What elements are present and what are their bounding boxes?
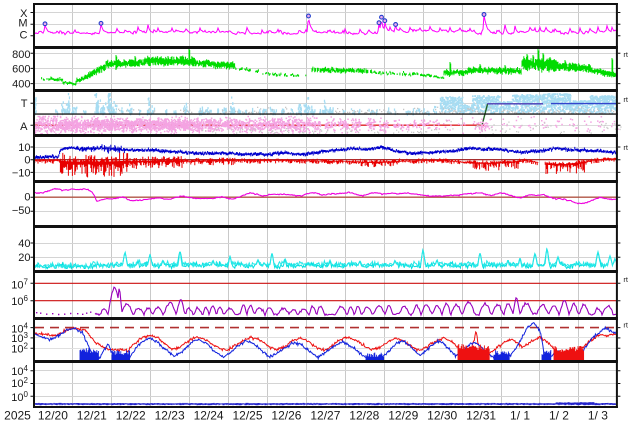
svg-text:1/ 2: 1/ 2 xyxy=(549,409,569,423)
svg-text:rt: rt xyxy=(623,143,628,152)
svg-text:12/30: 12/30 xyxy=(427,409,457,423)
svg-text:−10: −10 xyxy=(12,167,31,179)
svg-text:C: C xyxy=(20,30,28,42)
svg-text:12/27: 12/27 xyxy=(310,409,340,423)
svg-text:12/25: 12/25 xyxy=(232,409,262,423)
svg-text:0: 0 xyxy=(24,390,29,399)
svg-text:400: 400 xyxy=(12,78,30,90)
svg-text:X: X xyxy=(20,8,28,20)
svg-text:12/26: 12/26 xyxy=(271,409,301,423)
svg-text:10: 10 xyxy=(11,279,23,291)
svg-text:10: 10 xyxy=(18,142,30,154)
svg-text:4: 4 xyxy=(24,321,29,330)
svg-text:12/20: 12/20 xyxy=(38,409,68,423)
svg-text:3: 3 xyxy=(24,331,29,340)
svg-text:rt: rt xyxy=(623,50,628,59)
svg-text:10: 10 xyxy=(11,296,23,308)
svg-text:10: 10 xyxy=(11,343,23,355)
svg-text:rt: rt xyxy=(623,321,628,330)
svg-text:−50: −50 xyxy=(12,205,31,217)
svg-text:10: 10 xyxy=(11,333,23,345)
svg-text:rt: rt xyxy=(623,275,628,284)
svg-text:M: M xyxy=(18,18,27,30)
svg-text:12/28: 12/28 xyxy=(349,409,379,423)
svg-text:2: 2 xyxy=(24,341,29,350)
svg-text:40: 40 xyxy=(18,238,30,250)
svg-text:A: A xyxy=(20,121,28,133)
svg-text:1/ 1: 1/ 1 xyxy=(510,409,530,423)
svg-text:10: 10 xyxy=(11,392,23,404)
svg-text:1/ 3: 1/ 3 xyxy=(588,409,608,423)
svg-text:T: T xyxy=(21,98,28,110)
svg-text:10: 10 xyxy=(11,323,23,335)
svg-text:800: 800 xyxy=(12,49,30,61)
svg-text:rt: rt xyxy=(623,95,628,104)
svg-text:600: 600 xyxy=(12,63,30,75)
svg-text:6: 6 xyxy=(24,294,29,303)
svg-text:10: 10 xyxy=(11,378,23,390)
svg-text:12/23: 12/23 xyxy=(155,409,185,423)
svg-text:12/31: 12/31 xyxy=(466,409,496,423)
svg-text:0: 0 xyxy=(24,155,30,167)
svg-text:0: 0 xyxy=(24,192,30,204)
svg-text:4: 4 xyxy=(24,364,29,373)
svg-text:12/29: 12/29 xyxy=(388,409,418,423)
svg-text:2025: 2025 xyxy=(4,409,31,423)
svg-text:12/22: 12/22 xyxy=(116,409,146,423)
svg-text:2: 2 xyxy=(24,376,29,385)
svg-text:12/21: 12/21 xyxy=(77,409,107,423)
svg-text:7: 7 xyxy=(24,277,29,286)
svg-text:12/24: 12/24 xyxy=(194,409,224,423)
svg-text:10: 10 xyxy=(11,366,23,378)
svg-text:20: 20 xyxy=(18,252,30,264)
